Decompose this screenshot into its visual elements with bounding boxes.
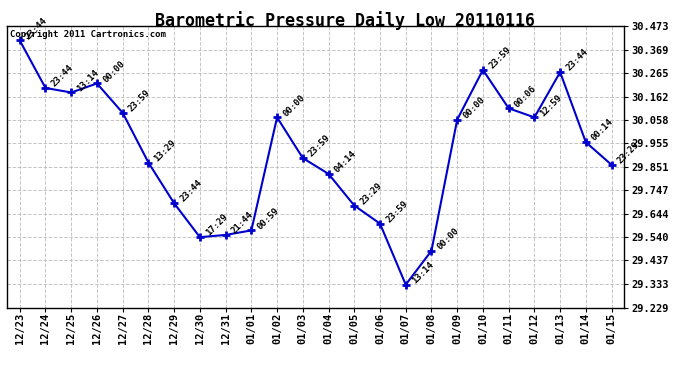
Text: 04:14: 04:14 bbox=[333, 149, 358, 174]
Text: 23:59: 23:59 bbox=[384, 199, 410, 224]
Text: Copyright 2011 Cartronics.com: Copyright 2011 Cartronics.com bbox=[10, 30, 166, 39]
Text: 23:44: 23:44 bbox=[178, 178, 204, 204]
Text: 13:14: 13:14 bbox=[410, 260, 435, 285]
Text: 23:59: 23:59 bbox=[307, 133, 333, 159]
Text: 13:14: 13:14 bbox=[75, 68, 101, 93]
Text: 00:06: 00:06 bbox=[513, 84, 538, 109]
Text: 00:00: 00:00 bbox=[101, 59, 126, 84]
Text: 23:29: 23:29 bbox=[615, 140, 641, 165]
Text: Barometric Pressure Daily Low 20110116: Barometric Pressure Daily Low 20110116 bbox=[155, 11, 535, 30]
Text: 00:00: 00:00 bbox=[462, 95, 486, 120]
Text: 17:29: 17:29 bbox=[204, 212, 229, 238]
Text: 00:59: 00:59 bbox=[255, 206, 281, 231]
Text: 00:00: 00:00 bbox=[435, 226, 461, 251]
Text: 21:44: 21:44 bbox=[230, 210, 255, 236]
Text: 00:00: 00:00 bbox=[282, 93, 306, 118]
Text: 12:59: 12:59 bbox=[539, 93, 564, 118]
Text: 00:14: 00:14 bbox=[590, 117, 615, 143]
Text: 23:44: 23:44 bbox=[50, 63, 75, 88]
Text: 23:29: 23:29 bbox=[358, 181, 384, 206]
Text: 23:44: 23:44 bbox=[24, 16, 49, 41]
Text: 23:59: 23:59 bbox=[127, 88, 152, 114]
Text: 23:44: 23:44 bbox=[564, 47, 590, 73]
Text: 23:59: 23:59 bbox=[487, 45, 513, 70]
Text: 13:29: 13:29 bbox=[152, 138, 178, 163]
